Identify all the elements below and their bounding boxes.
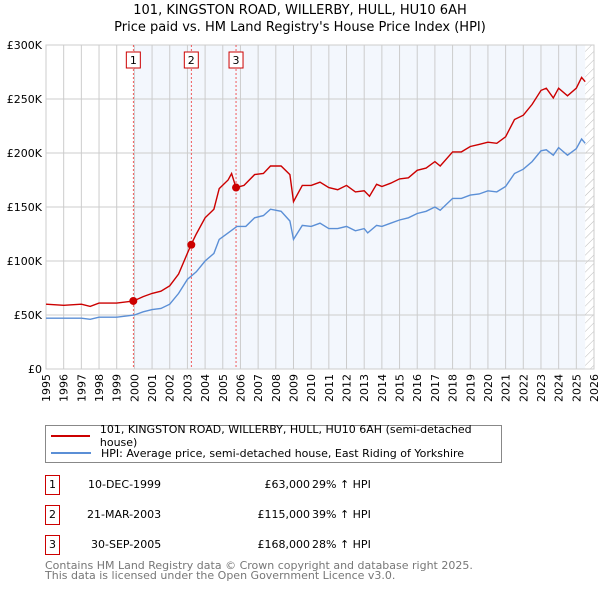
legend: 101, KINGSTON ROAD, WILLERBY, HULL, HU10… <box>45 423 502 463</box>
sale-label-box <box>228 51 244 69</box>
x-tick-label: 2013 <box>358 374 371 402</box>
x-tick-label: 2014 <box>376 374 389 402</box>
y-tick-label: £250K <box>7 93 43 106</box>
sale-row: 1 10-DEC-1999 £63,000 29% ↑ HPI <box>45 475 495 495</box>
legend-red-line <box>51 435 90 437</box>
x-tick-label: 2010 <box>305 374 318 402</box>
x-tick-label: 2012 <box>341 374 354 402</box>
x-tick-label: 1997 <box>75 374 88 402</box>
y-tick-label: £50K <box>14 309 43 322</box>
x-tick-label: 2006 <box>234 374 247 402</box>
sale-label: 3 <box>233 54 240 67</box>
sale-label-box <box>125 51 141 69</box>
sale-point <box>187 240 196 249</box>
x-tick-label: 2009 <box>287 374 300 402</box>
y-tick-label: £150K <box>7 201 43 214</box>
sale-label: 2 <box>188 54 195 67</box>
x-tick-label: 2020 <box>482 374 495 402</box>
x-tick-label: 2017 <box>429 374 442 402</box>
x-tick-label: 2005 <box>217 374 230 402</box>
plot-area: 1995 1996 1997 1998 1999 2000 2001 2002 2003 2004… <box>7 39 600 402</box>
sale-marker: 1 <box>45 475 60 495</box>
x-tick-label: 2011 <box>323 374 336 402</box>
sale-point <box>129 296 138 305</box>
sale-row: 3 30-SEP-2005 £168,000 28% ↑ HPI <box>45 535 495 555</box>
hpi-line <box>46 137 586 321</box>
sale-date: 30-SEP-2005 <box>91 538 162 551</box>
x-tick-label: 1999 <box>111 374 124 402</box>
x-tick-label: 1996 <box>58 374 71 402</box>
x-tick-label: 2021 <box>500 374 513 402</box>
x-tick-label: 2023 <box>535 374 548 402</box>
chart-title: 101, KINGSTON ROAD, WILLERBY, HULL, HU10… <box>133 3 467 18</box>
sale-price: £63,000 <box>264 478 311 491</box>
legend-blue-line <box>51 452 91 454</box>
legend-property-label: 101, KINGSTON ROAD, WILLERBY, HULL, HU10… <box>99 423 472 449</box>
x-tick-label: 2001 <box>146 374 159 402</box>
x-tick-label: 2000 <box>128 374 141 402</box>
x-tick-label: 2002 <box>164 374 177 402</box>
x-tick-label: 1995 <box>40 374 53 402</box>
sale-label: 1 <box>130 54 137 67</box>
chart-subtitle: Price paid vs. HM Land Registry's House … <box>114 20 486 35</box>
sale-hpi: 39% ↑ HPI <box>312 508 371 521</box>
x-tick-label: 2004 <box>199 374 212 402</box>
y-tick-label: £0 <box>28 363 42 376</box>
sale-label-box <box>183 51 199 69</box>
sale-date: 21-MAR-2003 <box>87 508 162 521</box>
sale-hpi: 29% ↑ HPI <box>312 478 371 491</box>
sale-marker: 3 <box>45 535 60 555</box>
y-tick-label: £300K <box>7 39 43 52</box>
plot-border <box>45 44 595 370</box>
sale-price: £115,000 <box>257 508 311 521</box>
sale-point <box>232 183 241 192</box>
sale-price: £168,000 <box>257 538 311 551</box>
sale-hpi: 28% ↑ HPI <box>312 538 371 551</box>
x-tick-label: 2018 <box>447 374 460 402</box>
x-tick-label: 1998 <box>93 374 106 402</box>
x-tick-label: 2019 <box>464 374 477 402</box>
y-tick-label: £200K <box>7 147 43 160</box>
x-tick-label: 2024 <box>553 374 566 402</box>
y-tick-label: £100K <box>7 255 43 268</box>
x-tick-label: 2026 <box>588 374 600 402</box>
x-tick-label: 2003 <box>181 374 194 402</box>
x-tick-label: 2008 <box>270 374 283 402</box>
footer-licence: This data is licensed under the Open Gov… <box>45 569 396 582</box>
footer-copyright: Contains HM Land Registry data © Crown c… <box>45 559 473 572</box>
sale-marker: 2 <box>45 505 60 525</box>
property-price-line <box>45 76 586 308</box>
sale-date: 10-DEC-1999 <box>88 478 162 491</box>
x-tick-label: 2016 <box>411 374 424 402</box>
x-tick-label: 2022 <box>517 374 530 402</box>
legend-hpi-label: HPI: Average price, semi-detached house,… <box>101 446 465 460</box>
footer: Contains HM Land Registry data © Crown c… <box>45 559 473 582</box>
x-tick-label: 2025 <box>570 374 583 402</box>
sale-row: 2 21-MAR-2003 £115,000 39% ↑ HPI <box>45 505 495 525</box>
x-tick-label: 2015 <box>394 374 407 402</box>
x-tick-label: 2007 <box>252 374 265 402</box>
